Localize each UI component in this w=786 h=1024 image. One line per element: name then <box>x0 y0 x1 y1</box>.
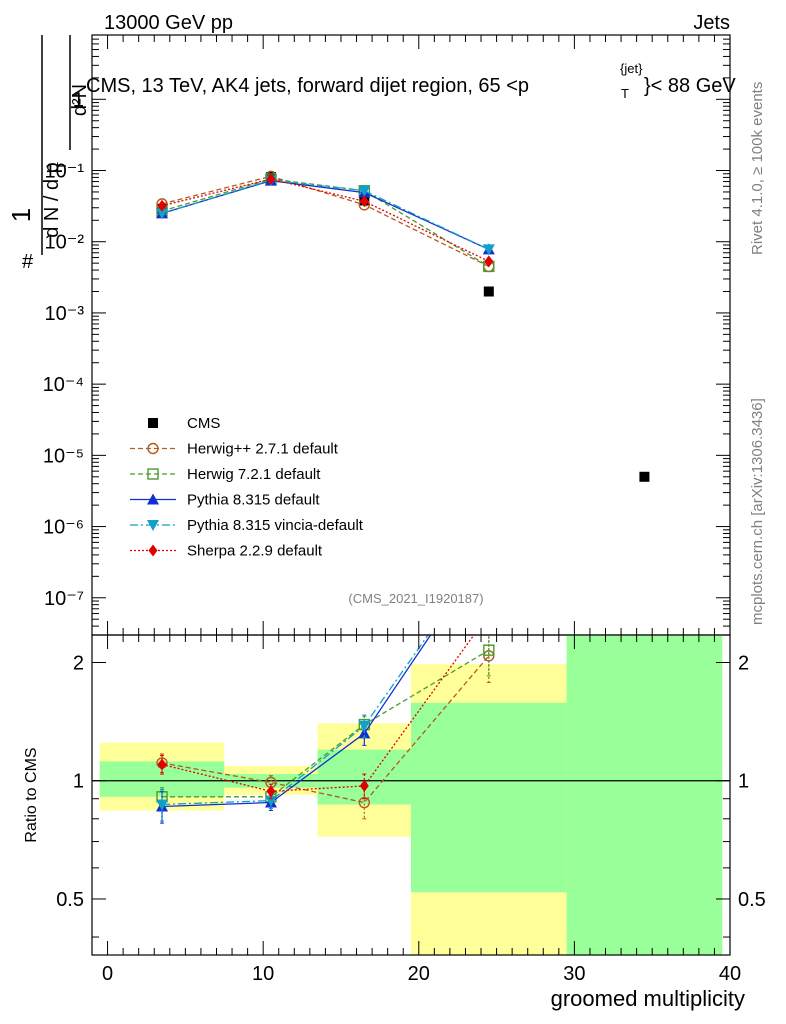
main-point-cms <box>639 471 650 482</box>
main-line-vincia <box>161 179 490 250</box>
main-line-sherpa <box>161 178 490 262</box>
legend-label-herwig7: Herwig 7.2.1 default <box>187 466 321 483</box>
legend-entry-herwig7: Herwig 7.2.1 default <box>130 466 321 483</box>
ratio-line-sherpa <box>161 635 475 792</box>
ratio-series-group <box>156 543 495 824</box>
plot-title-sup: {jet} <box>620 61 643 76</box>
main-y-tick-label: 10⁻⁶ <box>43 517 84 539</box>
main-panel: 1 10⁻¹ 10⁻² 10⁻³ 10⁻⁴ 10⁻⁵ 10⁻⁶ 10⁻⁷ <box>43 34 731 636</box>
x-tick-label: 20 <box>408 963 430 985</box>
ratio-y-tick-label-right: 0.5 <box>738 889 766 911</box>
process-label: Jets <box>693 12 730 34</box>
ratio-line-pythia <box>162 635 432 808</box>
mcplots-label: mcplots.cern.ch [arXiv:1306.3436] <box>749 398 766 625</box>
main-point-cms <box>483 286 494 297</box>
ratio-panel: 0.5 0.51 12 20 10 20 30 40 <box>56 543 766 985</box>
ratio-series-vincia <box>156 544 495 822</box>
legend-marker-herwig7 <box>147 468 159 480</box>
legend-marker-vincia <box>147 520 159 531</box>
legend-label-herwigpp: Herwig++ 2.7.1 default <box>187 441 339 458</box>
ratio-frame <box>91 634 731 956</box>
legend-marker-cms <box>148 418 158 428</box>
x-tick-label: 0 <box>102 963 113 985</box>
rivet-version-label: Rivet 4.1.0, ≥ 100k events <box>749 82 766 255</box>
legend-marker-sherpa <box>148 544 158 557</box>
legend-entry-sherpa: Sherpa 2.2.9 default <box>130 543 323 560</box>
ratio-y-tick-label-right: 1 <box>738 771 749 793</box>
main-series-pythia <box>156 174 495 255</box>
main-line-pythia <box>161 180 490 250</box>
main-point-sherpa <box>484 255 494 268</box>
analysis-id-label: (CMS_2021_I1920187) <box>348 591 483 606</box>
legend-marker-herwigpp <box>147 442 159 455</box>
legend-label-cms: CMS <box>187 415 220 432</box>
main-point-vincia <box>482 244 495 256</box>
ratio-point-vincia <box>358 720 371 732</box>
x-tick-label: 40 <box>719 963 741 985</box>
ylabel-denominator: d N / d p <box>41 162 63 238</box>
main-point-vincia <box>358 185 371 197</box>
main-y-tick-label: 10⁻¹ <box>45 161 85 183</box>
legend-entry-pythia: Pythia 8.315 default <box>130 492 320 509</box>
ratio-band-inner <box>411 702 567 893</box>
ylabel-subscript: T <box>54 162 69 170</box>
ratio-point-sherpa <box>266 785 276 798</box>
ratio-y-axis-label: Ratio to CMS <box>23 747 40 842</box>
ratio-point-pythia <box>483 543 495 554</box>
main-point-sherpa <box>359 195 369 208</box>
main-y-tick-label: 10⁻² <box>45 232 85 254</box>
ylabel-numerator: d²N <box>69 84 91 116</box>
ratio-point-vincia <box>483 544 495 555</box>
legend-label-vincia: Pythia 8.315 vincia-default <box>187 517 364 534</box>
plot-title-sub: T <box>621 86 629 101</box>
ratio-y-tick-label-left: 2 <box>73 653 84 675</box>
main-point-sherpa <box>157 199 167 212</box>
main-series-herwig7 <box>156 173 495 273</box>
x-axis-label: groomed multiplicity <box>551 986 745 1011</box>
main-y-tick-label: 10⁻⁷ <box>44 588 84 610</box>
ratio-point-sherpa <box>157 758 167 771</box>
main-y-tick-label: 1 <box>73 89 84 111</box>
legend-label-pythia: Pythia 8.315 default <box>187 492 320 509</box>
ratio-band-inner <box>566 635 723 955</box>
ratio-line-vincia <box>162 635 429 806</box>
ratio-series-sherpa <box>157 609 493 800</box>
ylabel-one: 1 <box>6 208 36 222</box>
ratio-point-vincia <box>264 795 277 807</box>
ratio-point-sherpa <box>359 779 369 792</box>
ratio-point-vincia <box>156 799 169 811</box>
legend-marker-pythia <box>147 493 159 505</box>
main-y-tick-label: 10⁻⁴ <box>43 374 84 396</box>
plot-title-main: CMS, 13 TeV, AK4 jets, forward dijet reg… <box>86 75 529 97</box>
legend-entry-cms: CMS <box>148 415 220 432</box>
ratio-y-tick-label-left: 0.5 <box>56 889 84 911</box>
ylabel-hash-1: # <box>22 251 34 273</box>
legend-label-sherpa: Sherpa 2.2.9 default <box>187 543 323 560</box>
legend-entry-herwigpp: Herwig++ 2.7.1 default <box>130 441 339 458</box>
ratio-point-herwig7 <box>483 644 495 656</box>
main-y-tick-label: 10⁻⁵ <box>43 445 84 467</box>
x-tick-label: 30 <box>563 963 585 985</box>
main-series-cms <box>157 172 650 482</box>
ratio-point-herwigpp <box>358 796 371 809</box>
ratio-point-sherpa <box>484 609 493 621</box>
main-y-axis-label: # 1 d N / d p T d²N <box>6 35 91 273</box>
ratio-y-tick-label-right: 2 <box>738 653 749 675</box>
plot-title: CMS, 13 TeV, AK4 jets, forward dijet reg… <box>86 61 736 101</box>
ratio-line-herwig7 <box>162 649 490 798</box>
ratio-y-tick-label-left: 1 <box>73 771 84 793</box>
legend: CMS Herwig++ 2.7.1 default Herwig 7.2.1 de… <box>130 415 364 560</box>
main-point-sherpa <box>266 173 276 186</box>
plot-title-end: }< 88 GeV <box>644 75 736 97</box>
main-series-sherpa <box>157 173 494 268</box>
main-point-vincia <box>156 208 169 220</box>
legend-entry-vincia: Pythia 8.315 vincia-default <box>130 517 364 534</box>
main-y-tick-label: 10⁻³ <box>45 303 85 325</box>
energy-label: 13000 GeV pp <box>104 12 233 34</box>
x-tick-label: 10 <box>252 963 274 985</box>
main-line-herwigpp <box>161 175 490 268</box>
